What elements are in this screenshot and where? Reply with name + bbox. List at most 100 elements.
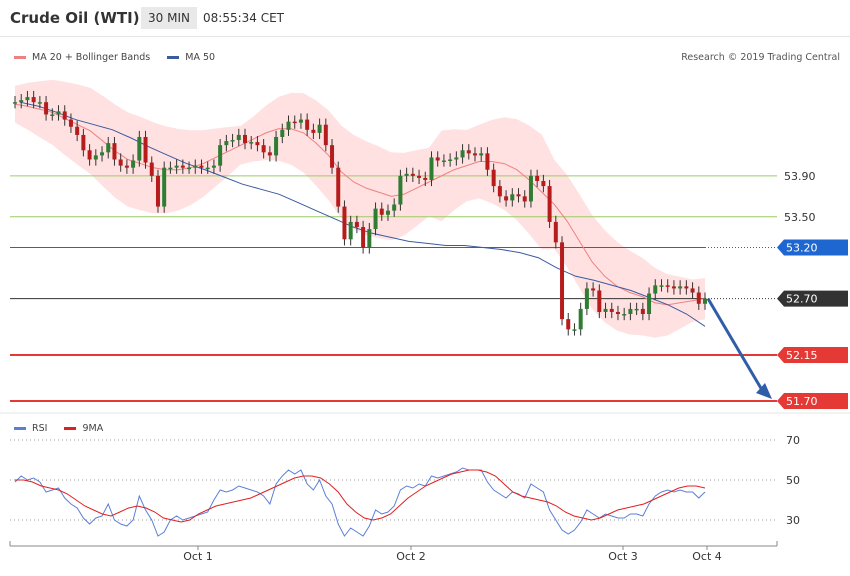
candle-body	[149, 162, 154, 176]
candle-body	[572, 329, 577, 331]
candle-body	[541, 180, 546, 187]
level-tag-51.70	[777, 393, 848, 409]
candle-body	[106, 143, 111, 153]
candle-body	[584, 288, 589, 309]
legend-label-rsi9: 9MA	[82, 423, 104, 434]
candle-body	[665, 285, 670, 287]
rsi9-swatch	[64, 427, 77, 430]
candle-body	[267, 152, 272, 156]
candle-body	[131, 160, 136, 168]
candle-body	[50, 114, 55, 116]
candle-body	[112, 143, 117, 160]
candle-body	[298, 119, 303, 123]
timestamp: 08:55:34 CET	[203, 11, 284, 25]
candle-body	[255, 142, 260, 146]
rsi-tick-30: 30	[786, 514, 800, 527]
x-tick-label: Oct 3	[608, 550, 638, 563]
candle-body	[305, 119, 310, 130]
candle-body	[622, 314, 627, 316]
candle-body	[274, 136, 279, 156]
level-label-53.50: 53.50	[784, 211, 816, 224]
candle-body	[560, 242, 565, 320]
candle-body	[25, 97, 30, 101]
legend-label-rsi: RSI	[32, 423, 48, 434]
candle-body	[522, 196, 527, 202]
candle-body	[535, 175, 540, 181]
candle-body	[174, 165, 179, 168]
candle-body	[243, 134, 247, 144]
candle-body	[19, 100, 24, 103]
candle-body	[100, 152, 105, 156]
interval-badge[interactable]: 30 MIN	[141, 7, 197, 29]
candle-body	[547, 186, 552, 222]
candle-body	[603, 308, 608, 312]
level-tag-53.20	[777, 239, 848, 256]
candle-body	[286, 121, 291, 130]
candle-body	[609, 308, 614, 312]
candle-body	[479, 153, 484, 156]
candle-body	[615, 311, 620, 315]
candle-body	[647, 293, 652, 315]
candle-body	[504, 196, 509, 201]
level-label-52.15: 52.15	[786, 349, 818, 362]
legend-item-rsi: RSI	[14, 423, 47, 434]
candle-body	[56, 111, 61, 115]
x-tick-label: Oct 2	[396, 550, 426, 563]
candle-body	[566, 319, 571, 330]
candle-body	[597, 290, 602, 312]
candle-body	[385, 210, 390, 215]
candle-body	[224, 141, 229, 146]
level-label-53.90: 53.90	[784, 170, 816, 183]
candle-body	[703, 298, 707, 304]
rsi-tick-70: 70	[786, 434, 800, 447]
candle-body	[330, 145, 335, 168]
candle-body	[44, 102, 49, 115]
x-tick-label: Oct 4	[692, 550, 722, 563]
candle-body	[211, 165, 216, 168]
candle-body	[87, 150, 92, 160]
candle-body	[410, 173, 415, 176]
projection-arrowhead	[756, 383, 772, 399]
candle-body	[317, 124, 322, 133]
candle-body	[379, 208, 384, 215]
rsi-line	[14, 467, 706, 537]
candle-body	[678, 286, 683, 289]
candle-body	[137, 136, 142, 161]
candle-body	[354, 221, 359, 228]
candle-body	[460, 150, 465, 158]
candle-body	[199, 165, 204, 168]
candle-body	[373, 208, 378, 230]
instrument-title: Crude Oil (WTI)	[10, 9, 140, 27]
candle-body	[578, 308, 583, 330]
candle-body	[218, 145, 223, 166]
candle-body	[348, 221, 353, 240]
candle-body	[510, 194, 515, 201]
candle-body	[429, 157, 434, 180]
candle-body	[31, 97, 36, 103]
candle-body	[591, 288, 596, 291]
legend-item-rsi9: 9MA	[64, 423, 103, 434]
candle-body	[205, 167, 210, 170]
candle-body	[441, 160, 446, 163]
candle-body	[342, 206, 347, 240]
candle-body	[230, 140, 235, 142]
candle-body	[640, 308, 645, 315]
candle-body	[261, 145, 266, 153]
candle-body	[68, 119, 73, 127]
candle-body	[93, 155, 98, 160]
level-tag-52.70	[777, 290, 848, 307]
candle-body	[659, 285, 664, 287]
candle-body	[454, 157, 459, 160]
candle-body	[311, 129, 316, 133]
candle-body	[684, 286, 689, 289]
candle-body	[168, 167, 173, 170]
projection-arrow	[706, 297, 764, 391]
candle-body	[249, 142, 254, 144]
ma50-swatch	[167, 56, 180, 59]
candle-body	[491, 169, 496, 187]
candle-body	[392, 204, 397, 211]
candle-body	[417, 175, 422, 178]
candle-body	[485, 153, 490, 170]
level-label-52.70: 52.70	[786, 293, 818, 306]
candle-body	[118, 159, 123, 166]
